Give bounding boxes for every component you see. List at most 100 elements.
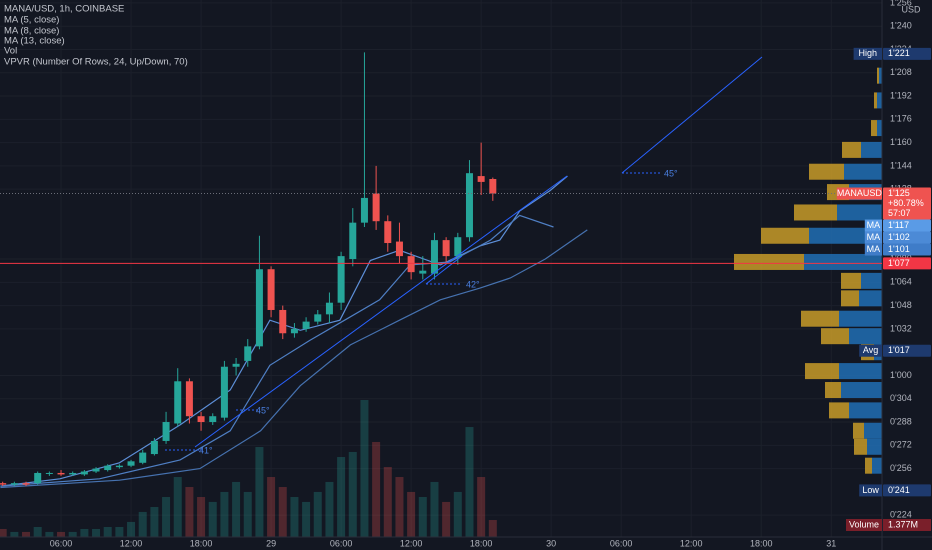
angle-label: 45°	[256, 405, 270, 415]
x-tick-label: 31	[826, 538, 836, 548]
legend: MANA/USD, 1h, COINBASE MA (5, close) MA …	[4, 4, 188, 68]
ma-line	[0, 214, 554, 487]
vpvr-down	[825, 382, 841, 399]
vpvr-up	[867, 438, 882, 455]
price-marker	[883, 257, 931, 270]
vpvr-up	[859, 290, 882, 307]
price-marker-label: 1'117	[888, 220, 909, 230]
candle-body	[92, 468, 100, 472]
y-tick-label: 1'032	[890, 323, 912, 333]
volume-bar	[45, 531, 54, 537]
volume-bar	[383, 467, 392, 537]
vpvr-down	[842, 141, 861, 158]
volume-bar	[337, 457, 346, 537]
marker-name-box	[864, 219, 882, 232]
angle-label: 42°	[466, 279, 480, 289]
price-marker	[883, 219, 931, 232]
volume-bar	[33, 527, 42, 537]
vpvr-up	[804, 253, 882, 270]
candle-body	[162, 422, 170, 441]
volume-bar	[162, 497, 171, 537]
y-tick-label: 1'176	[890, 114, 912, 124]
marker-name: MA	[867, 244, 881, 254]
y-tick-label: 1'192	[890, 90, 912, 100]
moving-averages	[0, 175, 588, 489]
x-tick-label: 06:00	[610, 538, 633, 548]
candle-body	[290, 328, 298, 334]
marker-name: MANAUSD	[837, 188, 883, 198]
drawings	[165, 56, 763, 451]
volume-marker	[883, 519, 931, 531]
candle-body	[150, 440, 158, 455]
vpvr-up	[844, 163, 882, 180]
volume-bar	[290, 497, 299, 537]
candle-body	[197, 416, 205, 423]
volume-bar	[477, 477, 486, 537]
y-tick-label: 1'144	[890, 160, 912, 170]
volume-bar	[442, 501, 451, 537]
vpvr-down	[865, 457, 872, 474]
legend-item: MA (5, close)	[4, 15, 59, 26]
volume-bar	[10, 531, 19, 537]
legend-item: VPVR (Number Of Rows, 24, Up/Down, 70)	[4, 57, 188, 68]
volume-name-box	[846, 519, 882, 531]
price-marker	[883, 47, 931, 60]
legend-item: MA (8, close)	[4, 26, 59, 37]
candle-body	[244, 346, 252, 361]
grid	[0, 0, 882, 537]
marker-name: Avg	[863, 345, 878, 355]
vpvr-up	[872, 457, 882, 474]
candle-body	[302, 321, 310, 329]
candle-body	[22, 483, 30, 485]
volume-bar	[150, 507, 159, 537]
volume-bar	[220, 491, 229, 537]
x-tick-label: 30	[546, 538, 556, 548]
vpvr-down	[854, 438, 867, 455]
volume-bar	[255, 447, 264, 537]
volume-bar	[418, 497, 427, 537]
y-tick-label: 1'048	[890, 300, 912, 310]
candle-body	[232, 363, 240, 367]
x-tick-label: 12:00	[120, 538, 143, 548]
volume-bar	[407, 491, 416, 537]
marker-name-box	[864, 243, 882, 256]
vpvr-up	[879, 67, 882, 84]
candle-body	[174, 381, 182, 424]
candle-body	[337, 256, 345, 303]
price-marker-label: 1'017	[888, 345, 910, 355]
volume-bar	[313, 491, 322, 537]
candle-body	[255, 269, 263, 347]
vpvr-down	[821, 328, 849, 345]
x-tick-label: 18:00	[470, 538, 493, 548]
volume-bar	[348, 451, 357, 537]
marker-name-box	[864, 231, 882, 244]
candle-body	[372, 193, 380, 222]
marker-name: MA	[867, 232, 881, 242]
trend-line	[194, 175, 568, 448]
price-marker-label: 1'125	[888, 188, 910, 198]
price-marker	[883, 484, 931, 497]
volume-name: Volume	[849, 519, 879, 529]
vpvr-up	[837, 204, 882, 221]
volume-bar	[197, 497, 206, 537]
vpvr-down	[805, 363, 839, 380]
candle-body	[115, 465, 123, 468]
volume-bar	[488, 520, 497, 537]
vpvr-up	[877, 120, 882, 137]
candle-body	[430, 240, 438, 274]
currency: USD	[901, 4, 921, 14]
candle-body	[185, 381, 193, 417]
candle-body	[279, 309, 287, 334]
vpvr-up	[877, 92, 882, 109]
y-tick-label: 1'256	[890, 0, 912, 7]
ma-line	[0, 229, 588, 489]
y-tick-label: 0'304	[890, 393, 912, 403]
x-tick-label: 06:00	[50, 538, 73, 548]
candle-body	[80, 471, 88, 475]
y-tick-label: 1'208	[890, 67, 912, 77]
volume-bar	[127, 521, 136, 537]
price-marker-label: 1'101	[888, 244, 910, 254]
vpvr-up	[849, 328, 882, 345]
